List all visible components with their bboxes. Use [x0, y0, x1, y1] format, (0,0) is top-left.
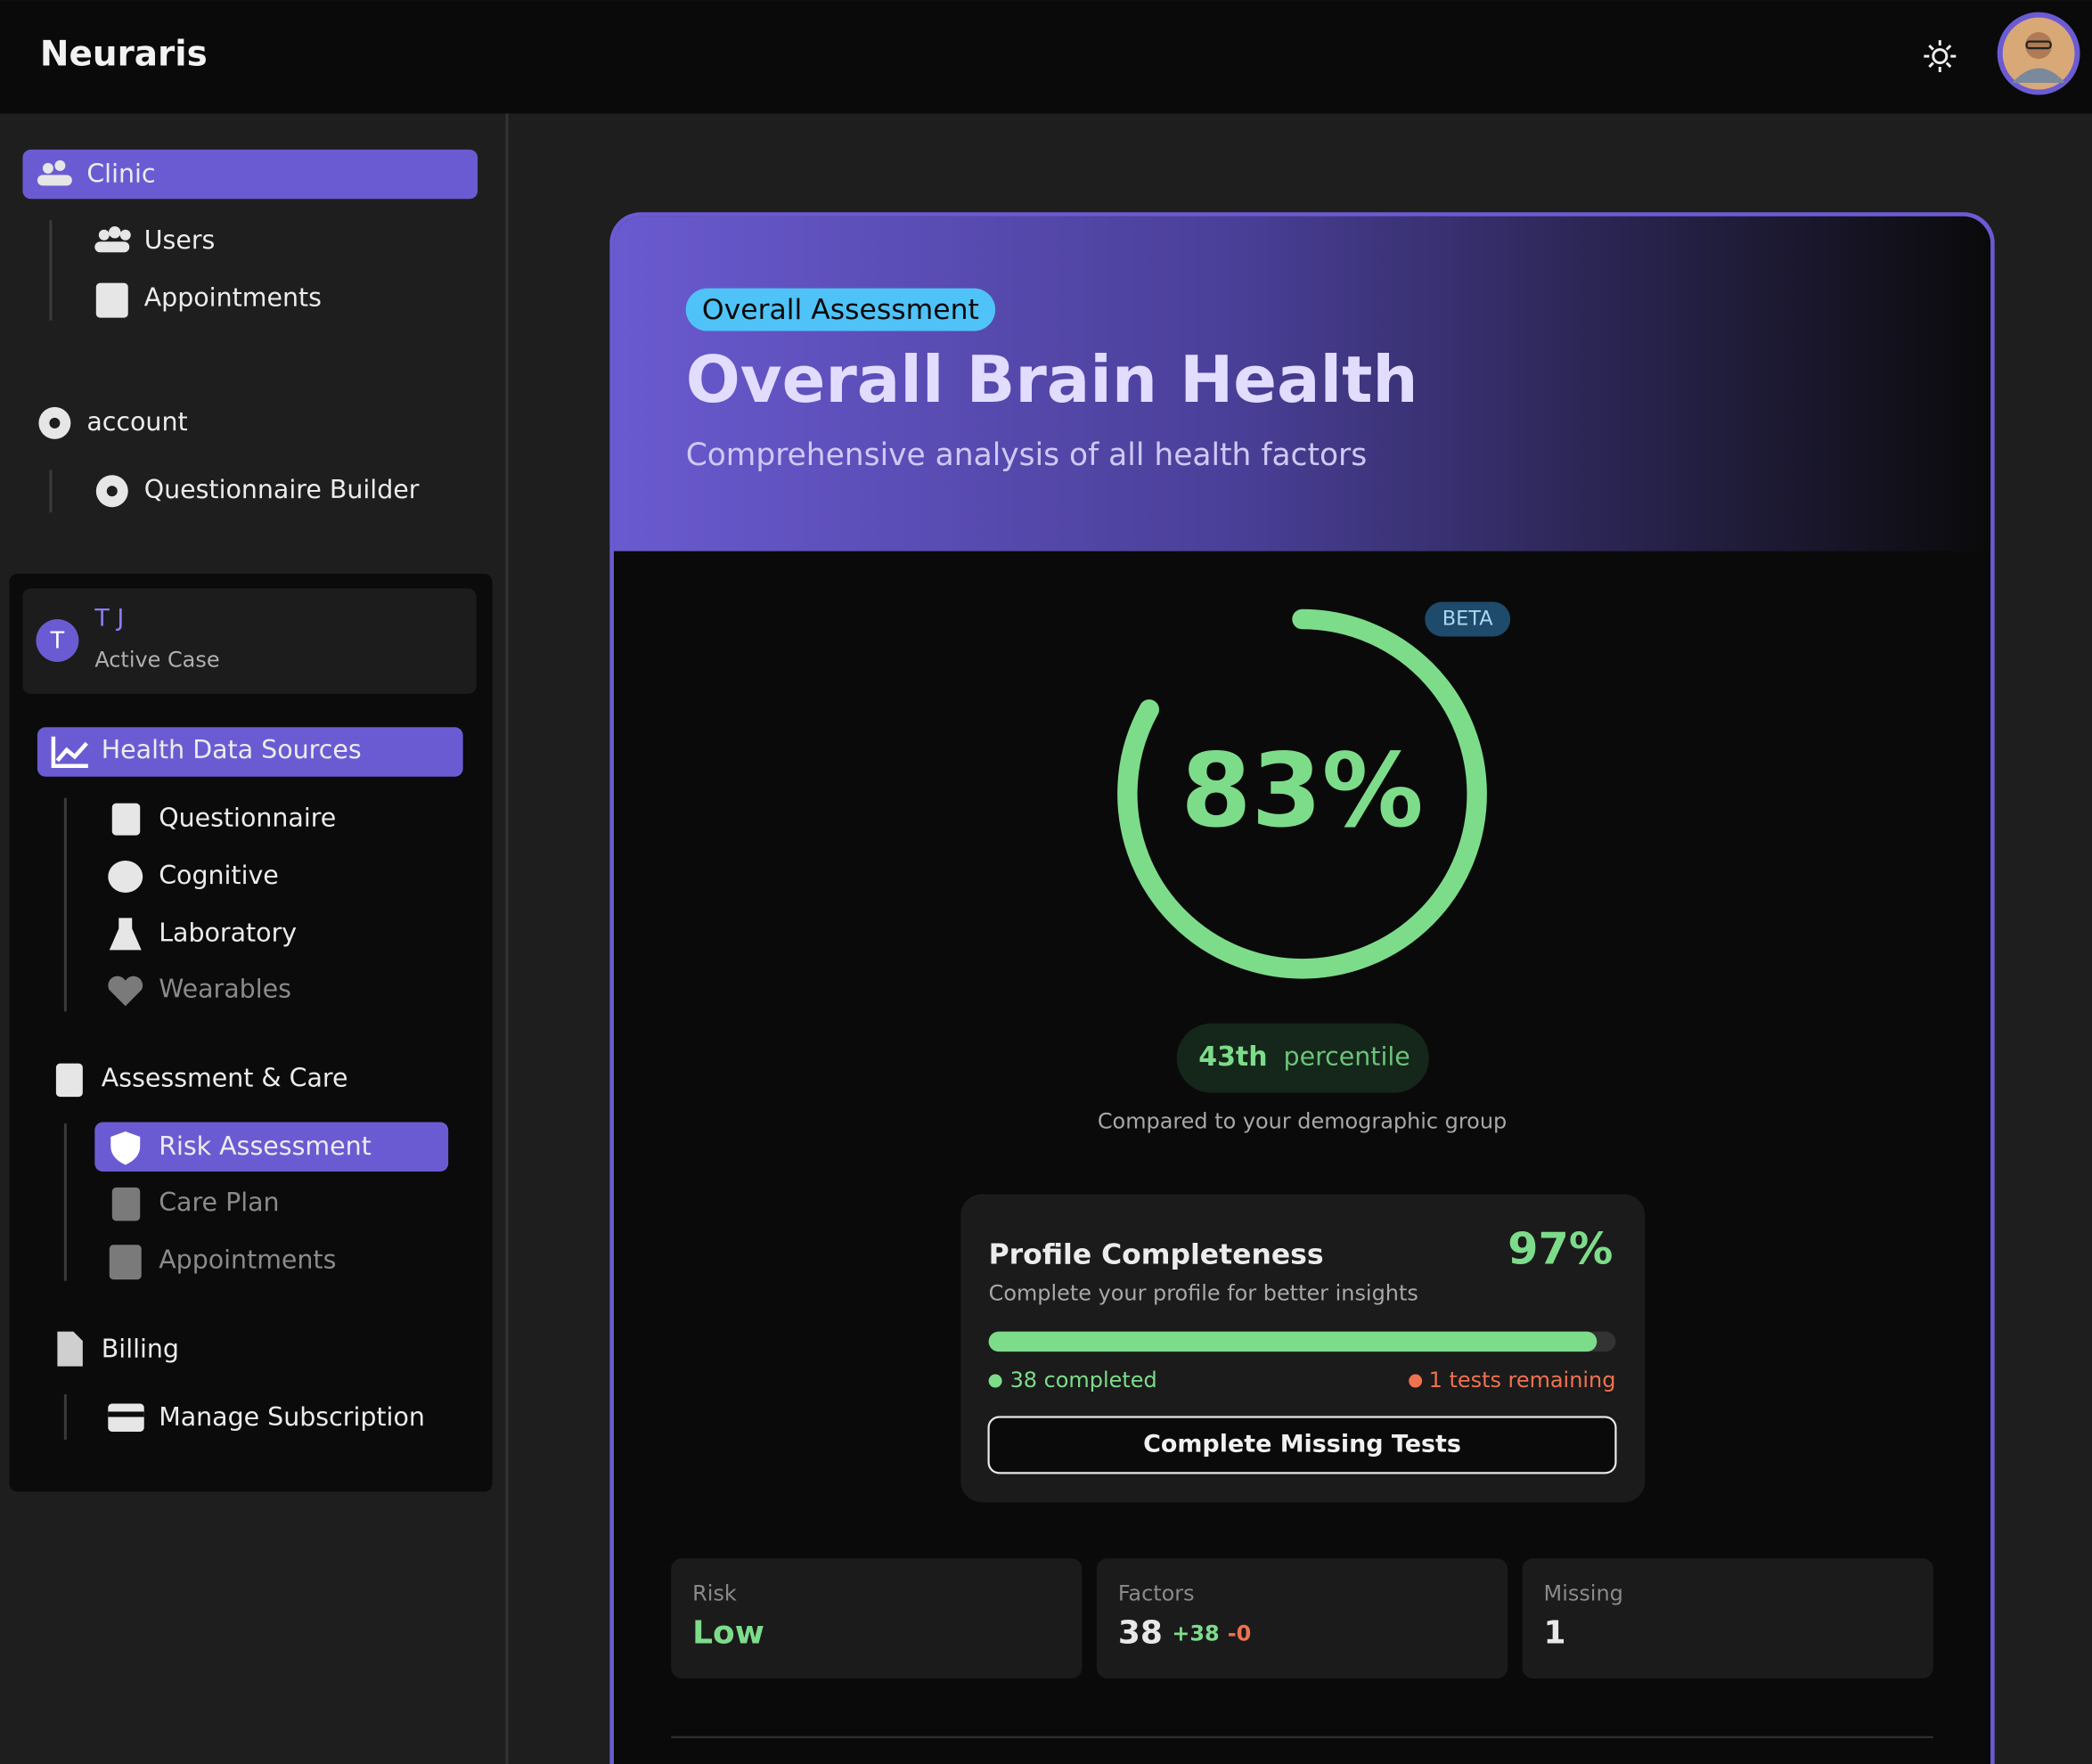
completed-dot [988, 1374, 1002, 1388]
heart-icon [108, 976, 143, 1007]
score-ring [1117, 608, 1487, 979]
card-title: Overall Brain Health [686, 342, 1418, 417]
card-icon [108, 1403, 144, 1432]
account-label[interactable]: account [86, 407, 187, 437]
completed-count: 38 completed [1010, 1368, 1157, 1392]
case-avatar [36, 619, 79, 662]
stat-value: Low [692, 1615, 764, 1652]
brain-icon [108, 861, 143, 893]
nav-item[interactable]: Cognitive [159, 861, 279, 890]
stat-value: 38 [1118, 1615, 1163, 1652]
stat-label: Risk [692, 1581, 737, 1606]
invoice-icon [57, 1331, 83, 1367]
card-header [613, 216, 1991, 551]
card-stripe [108, 1411, 144, 1417]
percentile-label: percentile [1284, 1042, 1410, 1072]
case-card[interactable] [22, 588, 477, 694]
nav-item[interactable]: Laboratory [159, 918, 297, 947]
profile-title: Profile Completeness [989, 1238, 1324, 1270]
stat-card [671, 1558, 1083, 1678]
remaining-dot [1409, 1374, 1423, 1388]
score-text: 83% [1181, 731, 1423, 850]
complete-tests-button[interactable] [987, 1416, 1617, 1474]
avatar[interactable] [1997, 12, 2080, 95]
shield-icon [110, 1131, 141, 1165]
button-label[interactable]: Complete Missing Tests [1143, 1430, 1461, 1458]
theme-toggle[interactable] [1924, 40, 1957, 73]
stat-increase: +38 [1172, 1621, 1219, 1646]
users-icon [94, 226, 131, 253]
health-data-nav[interactable] [37, 727, 463, 777]
beta-text: BETA [1442, 608, 1494, 631]
section-label[interactable]: Health Data Sources [102, 735, 362, 764]
stat-decrease: -0 [1228, 1621, 1252, 1646]
section-label[interactable]: Assessment & Care [102, 1064, 348, 1093]
risk-assessment-nav[interactable] [94, 1122, 449, 1172]
chart-icon [51, 736, 89, 768]
calendar-icon [109, 1245, 142, 1280]
profile-value: 97% [1508, 1222, 1613, 1274]
top-bar [0, 0, 2092, 114]
calendar-icon [95, 282, 128, 318]
beta-badge [1425, 601, 1511, 637]
card-subtitle: Comprehensive analysis of all health fac… [686, 437, 1367, 473]
stat-card [1522, 1558, 1933, 1678]
nav-item[interactable]: Appointments [159, 1245, 336, 1274]
assessment-badge [685, 288, 996, 331]
stat-card [1096, 1558, 1508, 1678]
stat-label: Missing [1544, 1581, 1623, 1606]
case-initial: T [50, 627, 65, 654]
case-name: T J [94, 605, 124, 633]
list-icon [111, 1187, 141, 1221]
clipboard-check-icon [55, 1063, 83, 1098]
comparison-note: Compared to your demographic group [1098, 1109, 1507, 1134]
brand[interactable]: Neuraris [40, 35, 208, 75]
clinic-nav[interactable] [22, 149, 478, 200]
clinic-label[interactable]: Clinic [86, 159, 155, 188]
clinic-icon [37, 159, 72, 186]
case-status: Active Case [94, 647, 219, 672]
stat-label: Factors [1118, 1581, 1195, 1606]
nav-item[interactable]: Care Plan [159, 1188, 279, 1217]
clipboard-icon [111, 803, 141, 836]
section-label[interactable]: Billing [102, 1335, 179, 1364]
flask-icon [109, 918, 142, 951]
nav-item[interactable]: Wearables [159, 974, 291, 1003]
gear-icon [38, 406, 71, 439]
progress-fill [988, 1331, 1598, 1352]
percentile-pill [1176, 1023, 1429, 1093]
percentile-rank: 43th [1198, 1041, 1267, 1073]
remaining-count: 1 tests remaining [1429, 1368, 1616, 1392]
nav-item[interactable]: Questionnaire Builder [144, 475, 420, 504]
nav-item[interactable]: Questionnaire [159, 804, 336, 833]
nav-item[interactable]: Users [144, 225, 216, 255]
badge-text: Overall Assessment [702, 294, 979, 326]
nav-item[interactable]: Appointments [144, 283, 322, 313]
nav-item[interactable]: Risk Assessment [159, 1131, 372, 1161]
stat-value: 1 [1544, 1615, 1566, 1652]
gear-icon [95, 475, 128, 508]
profile-subtitle: Complete your profile for better insight… [989, 1281, 1418, 1306]
nav-item[interactable]: Manage Subscription [159, 1402, 425, 1432]
